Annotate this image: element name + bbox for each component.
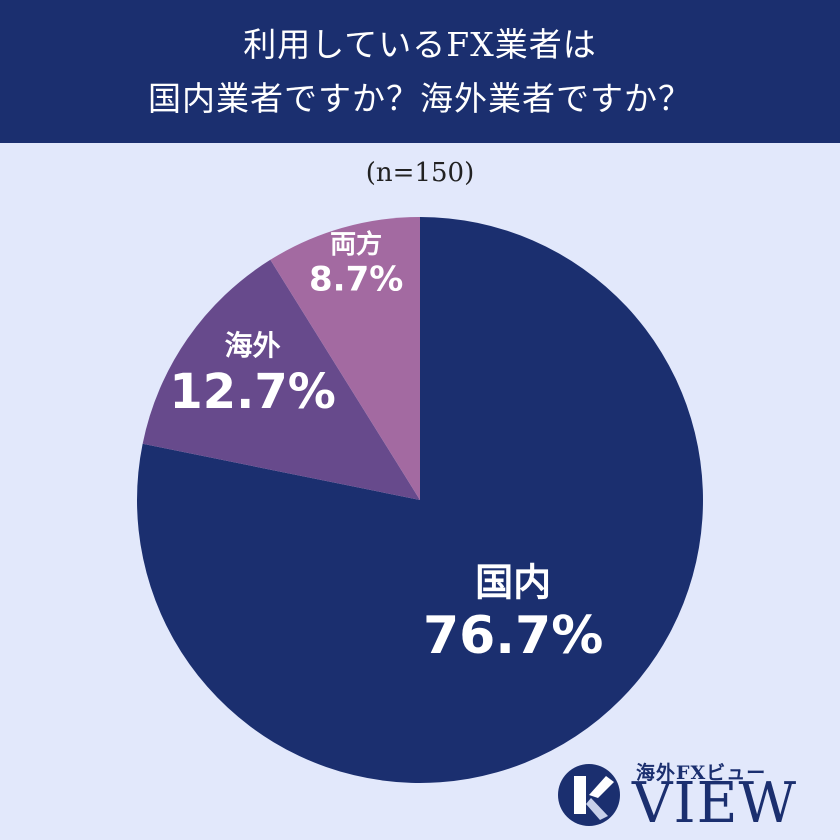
pie-slice-3 — [270, 217, 420, 500]
slice-name-label-3: 両方 — [330, 229, 382, 260]
slice-value-label-2: 12.7% — [169, 364, 336, 420]
slice-name-label-1: 国内 — [475, 561, 551, 605]
pie-slice-1 — [137, 217, 703, 784]
logo-k-icon — [558, 764, 620, 826]
title-line-2: 国内業者ですか？海外業者ですか？ — [148, 78, 692, 118]
logo-wordmark: VIEW — [632, 771, 797, 836]
logo-subtitle: 海外FXビュー — [636, 762, 767, 784]
slice-value-label-1: 76.7% — [423, 606, 603, 666]
title-banner: 利用しているFX業者は 国内業者ですか？海外業者ですか？ — [0, 0, 840, 143]
slice-name-label-2: 海外 — [225, 329, 281, 362]
brand-logo: 海外FXビュー VIEW — [556, 758, 826, 836]
sample-size: (n=150) — [365, 158, 475, 188]
title-line-1: 利用しているFX業者は — [243, 24, 597, 64]
pie-slice-2 — [142, 259, 421, 500]
slice-value-label-3: 8.7% — [309, 259, 403, 299]
